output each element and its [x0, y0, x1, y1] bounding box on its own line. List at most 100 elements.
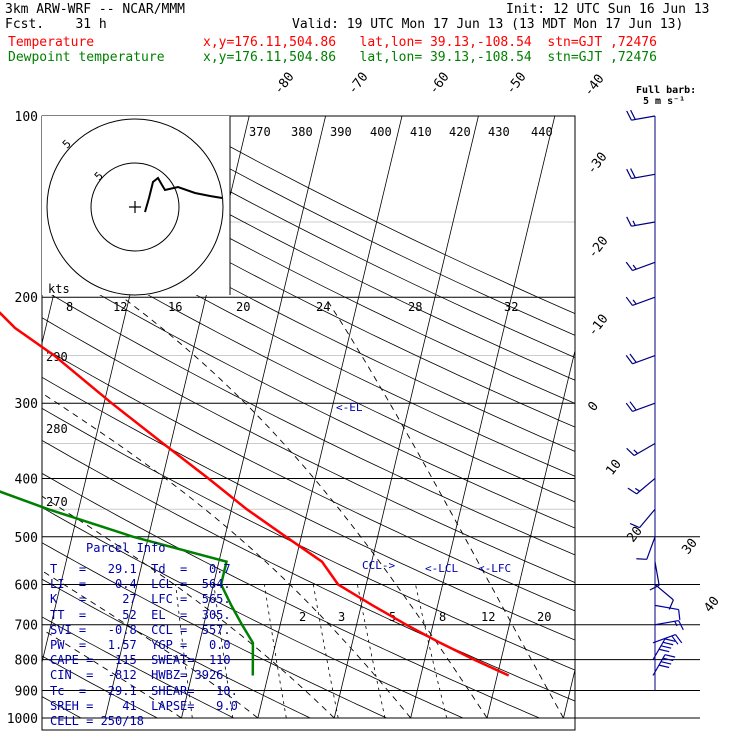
wind-barb-flag — [626, 216, 632, 227]
isotherm-line — [410, 116, 556, 719]
temperature-profile-line — [0, 311, 510, 677]
dry-adiabat-line — [94, 116, 575, 358]
isotherm-label: -40 — [581, 72, 607, 100]
mixing-ratio-line — [264, 584, 287, 719]
pressure-tick-label: 900 — [15, 684, 38, 699]
wind-barb-flag — [660, 661, 672, 665]
model-title: 3km ARW-WRF -- NCAR/MMM — [5, 2, 186, 17]
speed-scale-label: 28 — [408, 300, 422, 314]
dry-adiabat-line — [42, 542, 387, 719]
wind-barb — [626, 168, 656, 180]
dry-adiabat-line — [42, 317, 575, 583]
mixing-ratio-label: 3 — [338, 610, 345, 624]
theta-label: 440 — [531, 125, 553, 139]
wind-barb-flag — [625, 402, 633, 412]
dry-adiabat-line — [42, 346, 575, 612]
pressure-tick-label: 700 — [15, 619, 38, 634]
dry-adiabat-line — [42, 407, 575, 671]
barb-legend-units: 5 m s⁻¹ — [643, 96, 686, 107]
pressure-tick-label: 800 — [15, 654, 38, 669]
speed-scale-label: 8 — [66, 300, 73, 314]
wind-barb — [626, 109, 656, 121]
dry-adiabat-line — [42, 156, 575, 428]
temperature-legend-label: Temperature — [8, 35, 95, 50]
wind-barb-staff — [654, 583, 674, 601]
parcel-info-row: SREH = 41 LAPSE= 9.0 — [50, 698, 238, 713]
wind-barb-flag — [629, 353, 637, 363]
wind-barb-half-flag — [632, 299, 637, 305]
parcel-info-row: TT = 52 EL = 305. — [50, 607, 231, 622]
wind-barb — [654, 619, 684, 631]
isotherm-label: 20 — [624, 524, 645, 546]
wind-barb — [625, 401, 656, 412]
dry-adiabat-line — [42, 655, 158, 719]
wind-barb-flag — [678, 609, 681, 620]
wind-barb-flag — [660, 645, 672, 649]
wind-barb-flag — [636, 558, 647, 560]
dry-adiabat-line — [42, 616, 234, 719]
wind-barb-half-flag — [632, 220, 636, 226]
dry-adiabat-line — [42, 207, 575, 477]
wind-barb-flag — [626, 447, 635, 456]
forecast-hour: Fcst. 31 h — [5, 17, 107, 32]
wind-barb-half-flag — [634, 487, 641, 492]
wind-barb-flag — [626, 110, 632, 121]
parcel-info-row: K = 27 LFC = 565. — [50, 592, 231, 607]
dewpoint-profile-line — [0, 490, 255, 676]
speed-scale-label: 16 — [168, 300, 182, 314]
parcel-info-row: LI = -0.4 LCL = 564. — [50, 577, 231, 592]
dry-adiabat-line — [42, 181, 575, 452]
wind-barb-flag — [626, 168, 632, 179]
isotherm-line — [563, 668, 575, 719]
wind-barb-flag — [668, 599, 674, 610]
wind-barb-staff — [654, 604, 679, 611]
wind-barb-flag — [625, 261, 633, 271]
wind-barb-staff — [639, 508, 656, 529]
ccl-label: CCL-> — [362, 559, 395, 572]
isotherm-label: 40 — [701, 594, 722, 616]
dewpoint-location: x,y=176.11,504.86 lat,lon= 39.13,-108.54… — [203, 50, 657, 65]
wind-barb — [625, 296, 656, 306]
dry-adiabat-line — [42, 439, 575, 702]
wind-barb-flag — [678, 620, 684, 631]
wind-barb — [636, 536, 656, 560]
wind-barb — [629, 508, 656, 529]
wind-barb-half-flag — [674, 621, 678, 627]
theta-label: 270 — [46, 495, 68, 509]
dry-adiabat-line — [42, 578, 311, 719]
wind-barb-flag — [658, 648, 670, 653]
parcel-info-row: PW = 1.57 YGP = 0.0 — [50, 638, 231, 652]
lcl-label: <-LCL — [425, 562, 458, 575]
hodograph-ring — [46, 118, 224, 296]
wind-barb-flag — [630, 168, 636, 179]
dry-adiabat-line — [42, 472, 540, 719]
hodograph-center-mark — [129, 201, 141, 213]
theta-label: 410 — [410, 125, 432, 139]
wind-barb — [626, 443, 656, 457]
dry-adiabat-line — [42, 288, 575, 556]
pressure-tick-label: 300 — [15, 397, 38, 412]
isotherm-label: -60 — [426, 70, 452, 98]
wind-barb — [654, 583, 674, 610]
wind-barb — [626, 216, 656, 227]
mixing-ratio-label: 12 — [481, 610, 495, 624]
wind-barb-flag — [664, 654, 676, 658]
wind-barb-flag — [662, 641, 674, 646]
isotherm-label: -30 — [584, 150, 610, 178]
parcel-info-row: CAPE = 115 SWEAT= 110 — [50, 653, 231, 668]
theta-label: 390 — [330, 125, 352, 139]
valid-time: Valid: 19 UTC Mon 17 Jun 13 (13 MDT Mon … — [292, 17, 684, 32]
wind-barb — [654, 604, 681, 620]
isotherm-label: -70 — [345, 70, 371, 98]
isotherm-line — [257, 116, 403, 719]
parcel-info-row: Tc = 29.1 SHEAR= 10. — [50, 683, 238, 698]
wind-barb-staff — [646, 536, 656, 560]
wind-barb-staff — [654, 561, 660, 586]
isotherm-label: 30 — [679, 536, 700, 558]
wind-barb-flag — [662, 657, 674, 662]
wind-barb — [627, 477, 656, 495]
hodograph-units-label: kts — [48, 282, 70, 296]
isotherm-line — [333, 116, 479, 719]
wind-barb-flag — [671, 635, 679, 645]
wind-barb — [652, 634, 683, 645]
